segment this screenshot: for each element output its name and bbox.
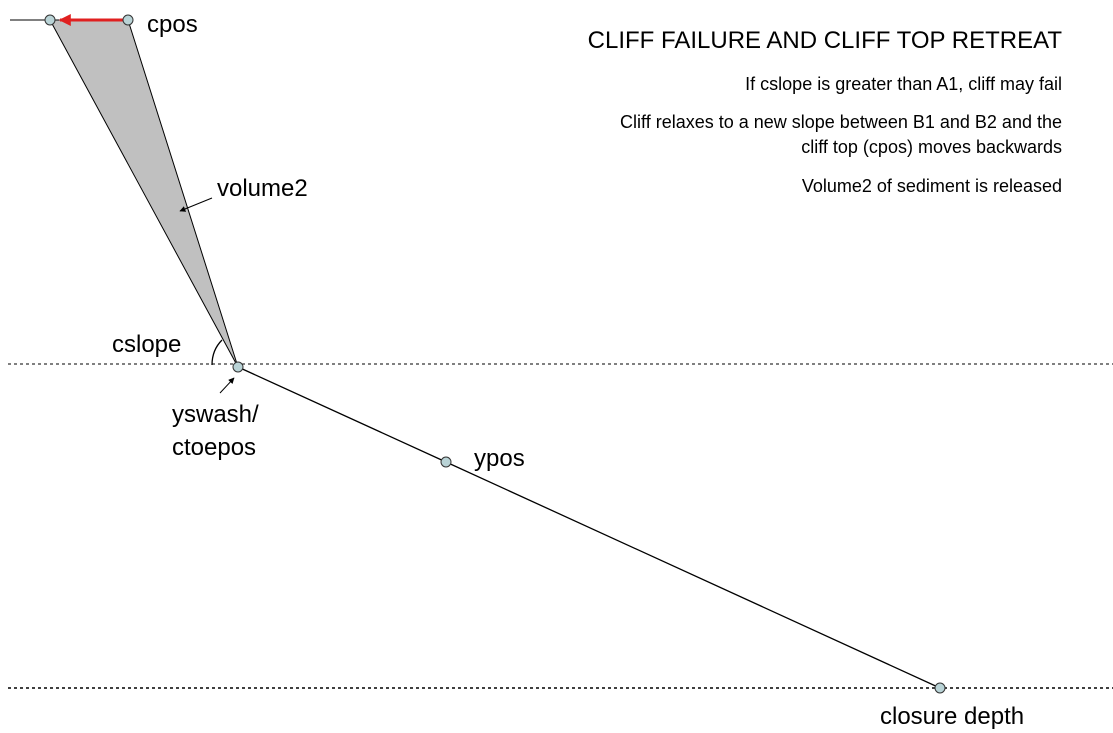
toe-arrow bbox=[219, 377, 235, 394]
node bbox=[44, 14, 56, 26]
title: CLIFF FAILURE AND CLIFF TOP RETREAT bbox=[588, 27, 1063, 54]
note: If cslope is greater than A1, cliff may … bbox=[745, 74, 1062, 94]
node bbox=[232, 361, 244, 373]
label: cslope bbox=[112, 331, 181, 358]
label: cpos bbox=[147, 11, 198, 38]
label: ypos bbox=[474, 445, 525, 472]
profile bbox=[237, 366, 941, 689]
note: Cliff relaxes to a new slope between B1 … bbox=[620, 112, 1062, 132]
node bbox=[122, 14, 134, 26]
node bbox=[440, 456, 452, 468]
slope-arc bbox=[211, 339, 223, 366]
label: volume2 bbox=[217, 175, 308, 202]
label: yswash/ bbox=[172, 401, 259, 428]
label: closure depth bbox=[880, 703, 1024, 730]
node bbox=[934, 682, 946, 694]
label: ctoepos bbox=[172, 434, 256, 461]
volume2-area bbox=[49, 19, 239, 368]
volume-arrow bbox=[179, 197, 213, 212]
note: Volume2 of sediment is released bbox=[802, 176, 1062, 196]
note: cliff top (cpos) moves backwards bbox=[801, 137, 1062, 157]
